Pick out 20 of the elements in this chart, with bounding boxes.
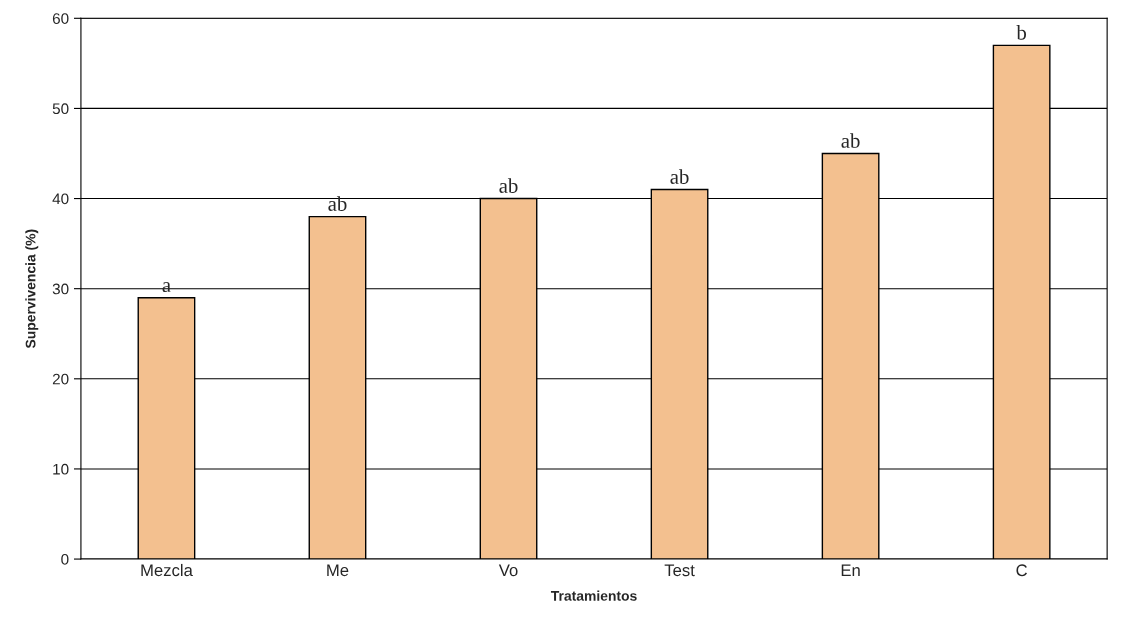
y-tick-label: 30 (52, 283, 69, 295)
annotation: ab (841, 133, 860, 148)
x-tick-label: En (841, 564, 860, 577)
y-tick-label: 40 (52, 193, 69, 205)
y-tick-label: 10 (53, 463, 69, 475)
x-tick-label: Test (664, 564, 695, 577)
x-tick-label: Mezcla (141, 563, 193, 577)
y-tick-label: 50 (52, 103, 69, 115)
x-tick-label: Me (327, 564, 349, 577)
x-tick-label: Vo (498, 564, 518, 577)
annotation: ab (328, 196, 347, 211)
y-tick-label: 20 (52, 373, 69, 385)
y-tick-label: 0 (61, 553, 69, 565)
annotation: ab (499, 178, 518, 193)
x-axis-title: Tratamientos (550, 590, 637, 601)
y-axis-title: Supervivencia (%) (25, 229, 39, 349)
y-tick-label: 60 (52, 13, 69, 24)
x-tick-label: C (1016, 564, 1028, 577)
annotation: b (1016, 25, 1027, 40)
annotation: ab (670, 169, 689, 184)
